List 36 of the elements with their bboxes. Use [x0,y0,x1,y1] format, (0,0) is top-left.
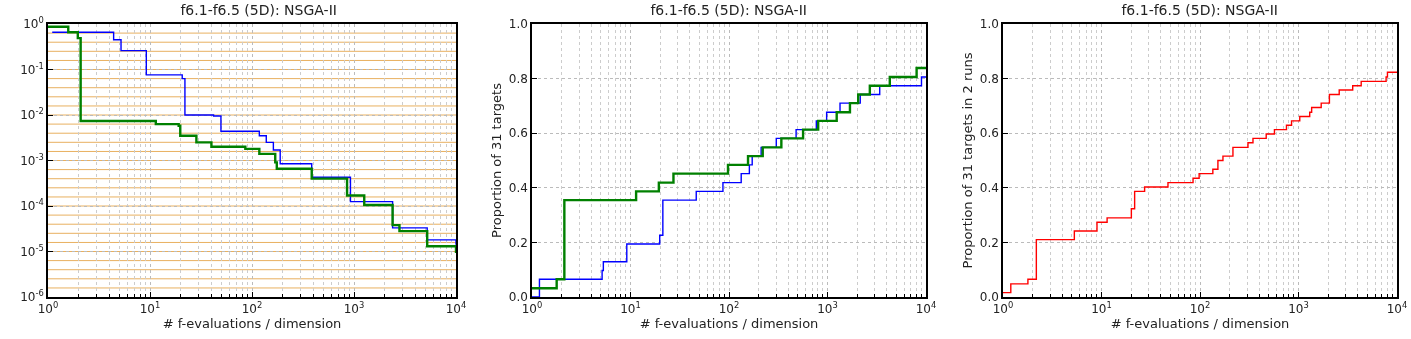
x-tick-label: 10$^{3}$ [1287,300,1309,317]
y-tick-label: 10$^{-4}$ [20,197,44,214]
y-axis-title: Proportion of 31 targets [489,82,505,238]
y-tick-label: 1.0 [979,17,999,32]
x-tick-label: 10$^{2}$ [241,300,263,317]
y-tick-label: 10$^{-1}$ [20,60,44,77]
y-tick-label: 10$^{0}$ [23,15,44,32]
y-tick-label: 0.6 [979,126,999,141]
x-tick-label: 10$^{4}$ [916,300,937,317]
x-tick-label: 10$^{1}$ [620,300,642,317]
chart-title: f6.1-f6.5 (5D): NSGA-II [650,1,808,18]
chart-title: f6.1-f6.5 (5D): NSGA-II [180,1,337,18]
x-tick-label: 10$^{4}$ [1386,300,1407,317]
y-tick-label: 0.8 [979,71,999,86]
y-tick-label: 1.0 [509,17,529,32]
x-tick-label: 10$^{3}$ [343,300,365,317]
x-tick-label: 10$^{3}$ [817,300,839,317]
y-tick-label: 0.2 [509,235,529,250]
y-tick-label: 10$^{-3}$ [20,151,44,168]
y-tick-label: 0.2 [979,235,999,250]
x-tick-label: 10$^{4}$ [445,300,467,317]
x-axis-title: # f-evaluations / dimension [1110,316,1290,332]
x-axis-title: # f-evaluations / dimension [162,316,342,332]
y-axis-title: Proportion of 31 targets in 2 runs [959,52,975,269]
y-tick-label: 0.4 [509,181,529,195]
y-tick-label: 0.4 [979,181,999,195]
x-tick-label: 10$^{1}$ [139,300,161,317]
y-tick-label: 10$^{-5}$ [20,242,44,259]
x-tick-label: 10$^{2}$ [719,300,740,317]
y-tick-label: 0.6 [509,126,529,141]
y-tick-label: 10$^{-2}$ [20,106,44,123]
y-tick-label: 0.8 [509,71,529,86]
x-tick-label: 10$^{2}$ [1189,300,1210,317]
x-tick-label: 10$^{1}$ [1090,300,1112,317]
chart-title: f6.1-f6.5 (5D): NSGA-II [1121,1,1278,18]
x-axis-title: # f-evaluations / dimension [639,316,819,332]
